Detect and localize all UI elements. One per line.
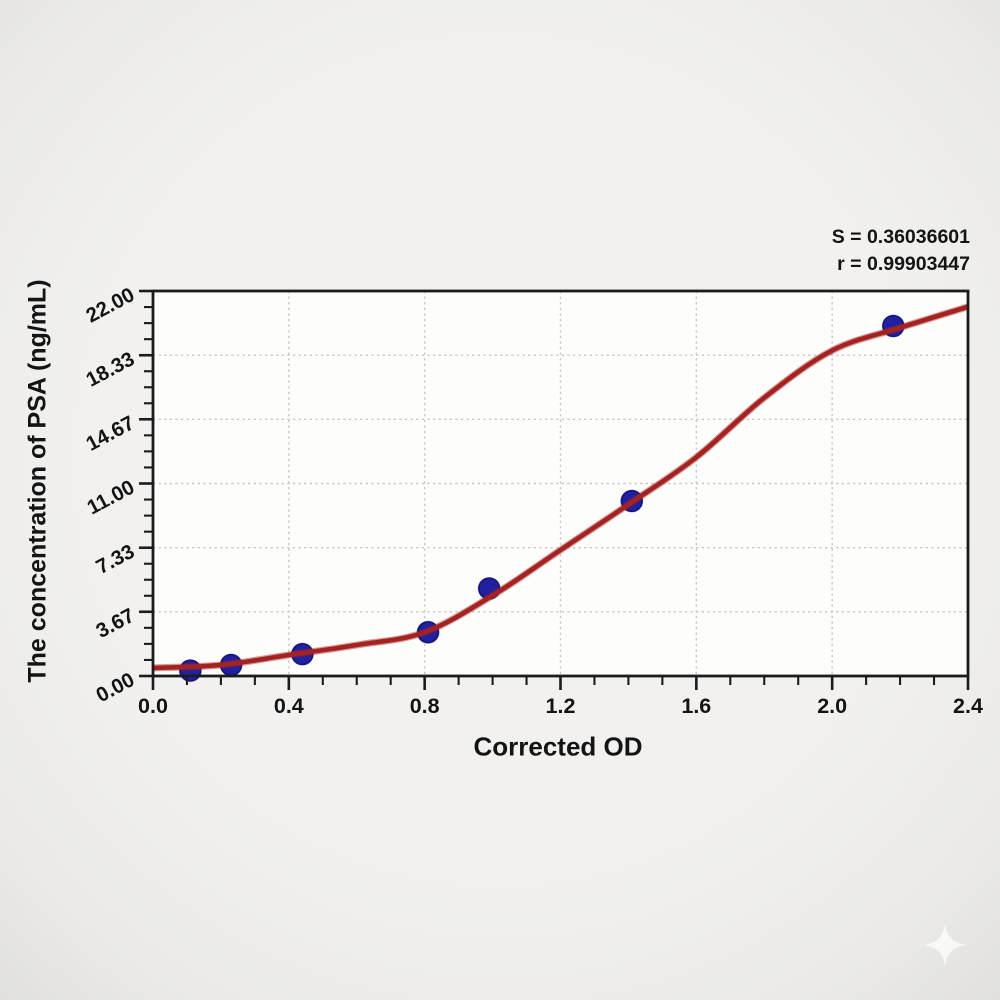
y-tick-label: 3.67 xyxy=(92,604,138,643)
x-tick-label: 0.4 xyxy=(274,694,304,718)
fitted-curve xyxy=(153,304,968,671)
x-axis-title: Corrected OD xyxy=(473,731,643,762)
x-tick-label: 0.8 xyxy=(410,694,440,718)
sparkle-watermark-icon xyxy=(923,923,967,967)
y-tick-label: 0.00 xyxy=(92,668,138,707)
y-tick-label: 11.00 xyxy=(83,476,138,520)
s-value-text: S = 0.36036601 xyxy=(831,226,970,248)
x-tick-label: 2.0 xyxy=(817,694,847,718)
x-tick-label: 0.0 xyxy=(138,694,168,718)
y-tick-label: 18.33 xyxy=(82,347,138,391)
y-tick-label: 22.00 xyxy=(82,283,138,327)
x-tick-label: 1.6 xyxy=(681,694,711,718)
y-tick-label: 7.33 xyxy=(92,540,138,579)
plot-frame xyxy=(151,289,970,678)
fit-statistics: S = 0.36036601 r = 0.99903447 xyxy=(832,224,970,278)
y-tick-label: 14.67 xyxy=(82,411,138,455)
x-tick-label: 1.2 xyxy=(546,694,576,718)
chart-ink xyxy=(153,303,968,683)
y-axis-title: The concentration of PSA (ng/mL) xyxy=(23,279,52,683)
x-tick-label: 2.4 xyxy=(953,694,983,718)
r-value-text: r = 0.99903447 xyxy=(837,253,970,275)
